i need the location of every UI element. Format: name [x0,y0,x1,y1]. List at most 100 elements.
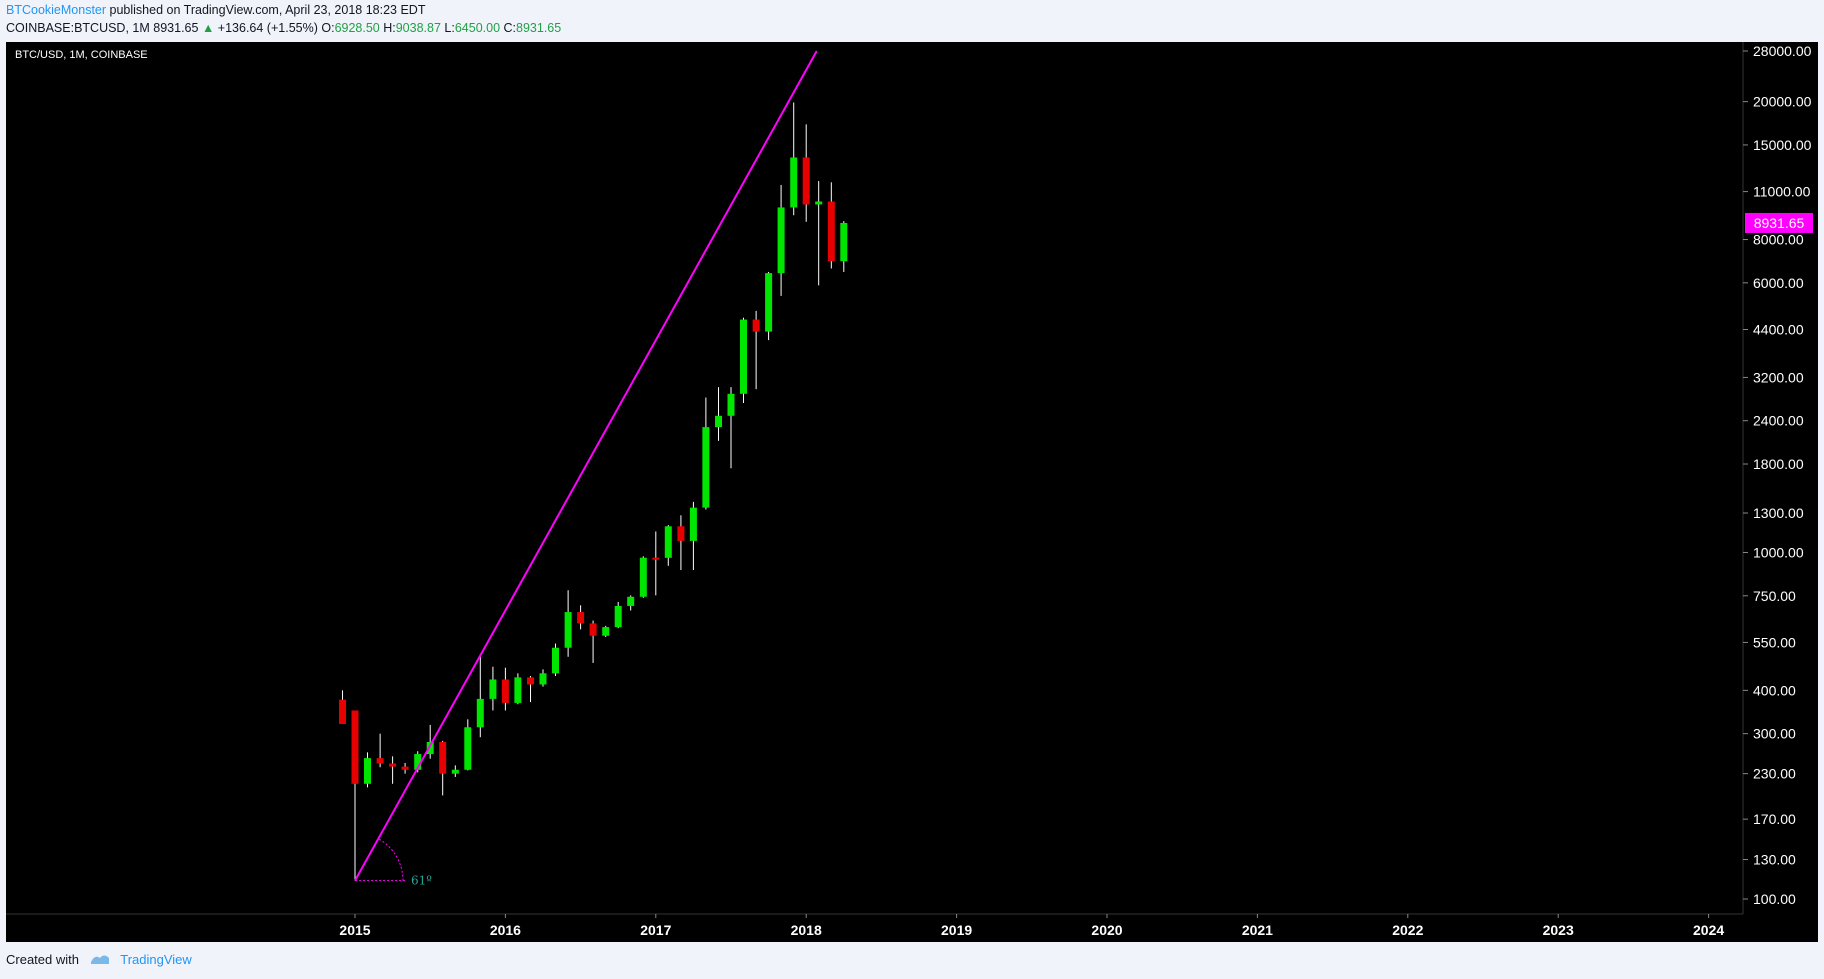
low-value: 6450.00 [454,21,501,35]
candle-body [501,679,509,703]
candle-body [840,222,848,262]
candle-body [577,612,585,624]
y-tick-label: 15000.00 [1753,137,1812,153]
candle-body [339,699,347,724]
time-axis [6,914,1818,942]
candle-body [389,763,397,767]
candle-body [464,727,472,770]
candle-body [539,673,547,685]
candle-body [551,647,559,674]
author-link[interactable]: BTCookieMonster [6,3,107,17]
candle-body [702,427,710,508]
y-tick-label: 130.00 [1753,852,1796,868]
y-tick-label: 230.00 [1753,766,1796,782]
candle-body [627,596,635,606]
low-label: L: [444,21,455,35]
y-tick-label: 100.00 [1753,891,1796,907]
price-change: +136.64 (+1.55%) [217,21,318,35]
symbol-info: COINBASE:BTCUSD, 1M 8931.65 ▲ +136.64 (+… [6,21,561,35]
candle-body [351,710,359,784]
y-tick-label: 1300.00 [1753,505,1804,521]
candle-body [426,741,434,755]
open-label: O: [321,21,335,35]
angle-arc [378,838,404,881]
x-tick-label: 2018 [791,922,822,938]
high-value: 9038.87 [395,21,441,35]
candle-body [739,319,747,394]
y-tick-label: 750.00 [1753,588,1796,604]
candle-body [589,623,597,636]
candle-body [815,201,823,205]
symbol-prefix: COINBASE:BTCUSD, 1M [6,21,150,35]
created-with-text: Created with [6,952,79,967]
chart-title: BTC/USD, 1M, COINBASE [15,49,148,61]
x-tick-label: 2023 [1543,922,1574,938]
x-tick-label: 2017 [640,922,671,938]
x-tick-label: 2022 [1392,922,1423,938]
last-price-tag [1745,212,1813,233]
candle-body [677,526,685,541]
y-tick-label: 170.00 [1753,811,1796,827]
candle-body [802,157,810,205]
close-label: C: [503,21,517,35]
candle-body [514,677,522,703]
candle-body [414,754,422,770]
candle-body [689,507,697,541]
y-tick-label: 20000.00 [1753,94,1812,110]
y-tick-label: 1800.00 [1753,456,1804,472]
y-tick-label: 1000.00 [1753,544,1804,560]
candle-body [602,627,610,636]
tradingview-link[interactable]: TradingView [120,952,192,967]
candle-body [827,201,835,262]
candle-body [614,605,622,628]
x-tick-label: 2015 [339,922,370,938]
y-tick-label: 300.00 [1753,726,1796,742]
candle-body [790,157,798,208]
candle-body [639,557,647,597]
candle-body [476,698,484,728]
candlestick-chart[interactable]: BTC/USD, 1M, COINBASE 28000.00 20000.00 150… [6,42,1818,942]
y-tick-label: 28000.00 [1753,43,1812,59]
candle-body [363,758,371,784]
last-price-label: 8931.65 [1754,215,1805,231]
y-tick-label: 11000.00 [1753,184,1811,200]
candle-body [489,679,497,699]
angle-label: 61º [411,874,432,888]
chart-area[interactable]: BTC/USD, 1M, COINBASE 28000.00 20000.00 150… [6,42,1818,942]
y-tick-label: 3200.00 [1753,369,1804,385]
candle-body [401,766,409,770]
footer: Created with TradingView [6,952,192,972]
published-text: published on TradingView.com, April 23, … [106,3,426,17]
x-tick-label: 2019 [941,922,972,938]
candle-body [765,273,773,332]
high-label: H: [383,21,396,35]
x-tick-label: 2021 [1242,922,1273,938]
candle-body [664,526,672,558]
open-value: 6928.50 [334,21,380,35]
candle-body [752,319,760,332]
y-tick-label: 4400.00 [1753,322,1804,338]
candle-body [777,207,785,274]
trend-line [354,50,818,882]
tradingview-logo-icon [89,952,111,969]
x-tick-label: 2016 [490,922,521,938]
candle-body [727,393,735,416]
price-axis [1743,42,1818,914]
chart-header: BTCookieMonster published on TradingView… [6,3,1806,41]
y-tick-label: 6000.00 [1753,275,1804,291]
x-tick-label: 2020 [1091,922,1122,938]
x-tick-label: 2024 [1693,922,1724,938]
candle-body [451,769,459,774]
candle-body [715,415,723,428]
close-value: 8931.65 [516,21,562,35]
candle-body [439,741,447,774]
y-tick-label: 2400.00 [1753,413,1804,429]
plot-background [6,42,1743,914]
y-tick-label: 550.00 [1753,634,1796,650]
y-tick-label: 8000.00 [1753,232,1804,248]
publish-info: BTCookieMonster published on TradingView… [6,3,425,17]
up-arrow-icon: ▲ [201,21,215,35]
last-price: 8931.65 [153,21,199,35]
candle-body [376,758,384,764]
y-tick-label: 400.00 [1753,682,1796,698]
